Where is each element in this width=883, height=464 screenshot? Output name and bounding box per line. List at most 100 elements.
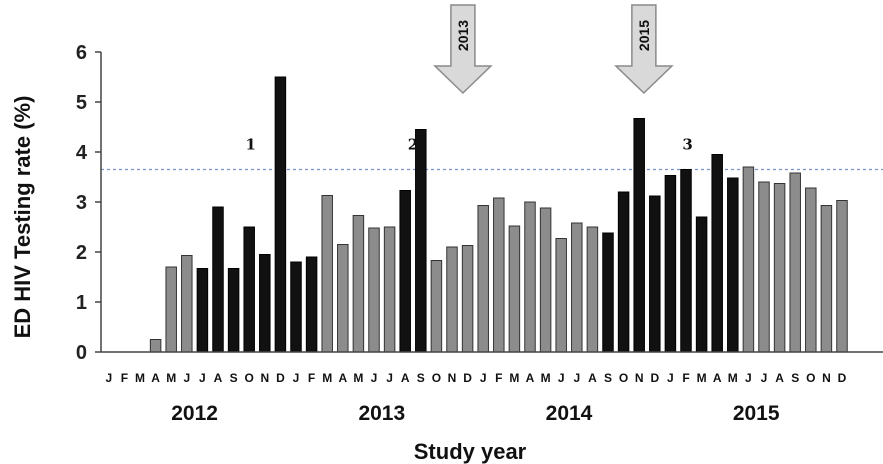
month-label: S bbox=[604, 371, 612, 385]
year-label: 2014 bbox=[546, 402, 593, 425]
month-label: A bbox=[214, 371, 223, 385]
month-label: M bbox=[728, 371, 738, 385]
y-tick-label: 4 bbox=[76, 142, 88, 164]
bar bbox=[430, 260, 443, 353]
month-label: F bbox=[121, 371, 128, 385]
month-label: A bbox=[588, 371, 597, 385]
phase-annotation: 3 bbox=[682, 136, 692, 154]
bar bbox=[742, 166, 755, 353]
month-label: J bbox=[105, 371, 112, 385]
bar bbox=[711, 154, 723, 353]
bar bbox=[805, 187, 817, 353]
bar bbox=[196, 268, 209, 353]
month-label: A bbox=[401, 371, 410, 385]
bar bbox=[664, 175, 677, 353]
bar bbox=[181, 255, 193, 353]
y-tick-label: 1 bbox=[76, 292, 87, 314]
bar bbox=[820, 205, 833, 353]
bar bbox=[586, 226, 599, 353]
bars bbox=[149, 76, 848, 353]
bar bbox=[571, 222, 583, 353]
month-label: A bbox=[338, 371, 347, 385]
bar bbox=[649, 195, 661, 353]
y-tick-label: 3 bbox=[76, 192, 87, 214]
month-label: M bbox=[353, 371, 363, 385]
month-label: J bbox=[573, 371, 580, 385]
bar bbox=[399, 190, 411, 353]
bar bbox=[493, 197, 505, 353]
month-label: O bbox=[245, 371, 254, 385]
year-label: 2015 bbox=[733, 402, 780, 425]
bar bbox=[337, 244, 349, 353]
bar bbox=[727, 177, 739, 353]
month-label: O bbox=[619, 371, 628, 385]
bar bbox=[165, 266, 177, 353]
month-label: M bbox=[135, 371, 145, 385]
bar bbox=[758, 181, 770, 353]
bar bbox=[368, 227, 380, 353]
bar bbox=[524, 201, 536, 353]
bar bbox=[243, 226, 255, 353]
month-label: N bbox=[260, 371, 269, 385]
bar bbox=[149, 339, 162, 353]
bar bbox=[259, 254, 271, 353]
bar bbox=[383, 226, 396, 353]
month-label: S bbox=[791, 371, 799, 385]
month-label: D bbox=[463, 371, 472, 385]
bar bbox=[290, 261, 302, 353]
bar bbox=[539, 207, 552, 353]
x-axis-title: Study year bbox=[414, 439, 527, 464]
month-label: J bbox=[293, 371, 300, 385]
month-label: O bbox=[806, 371, 815, 385]
y-ticks: 0 1 2 3 4 5 6 bbox=[76, 42, 101, 364]
y-tick-label: 0 bbox=[76, 342, 87, 364]
bar bbox=[695, 216, 708, 353]
month-label: N bbox=[635, 371, 644, 385]
bar bbox=[602, 232, 614, 353]
month-label: J bbox=[183, 371, 190, 385]
bar bbox=[212, 206, 224, 353]
arrow-2015 bbox=[614, 4, 674, 95]
policy-arrows: 2013 2015 bbox=[433, 4, 674, 95]
y-tick-label: 2 bbox=[76, 242, 87, 264]
month-label: D bbox=[276, 371, 285, 385]
month-label: J bbox=[199, 371, 206, 385]
arrow-label: 2015 bbox=[636, 20, 652, 51]
month-label: M bbox=[322, 371, 332, 385]
month-label: M bbox=[697, 371, 707, 385]
bar bbox=[305, 256, 318, 353]
month-label: A bbox=[151, 371, 160, 385]
month-label: F bbox=[308, 371, 315, 385]
bar bbox=[227, 268, 240, 353]
month-label: S bbox=[230, 371, 238, 385]
month-label: J bbox=[558, 371, 565, 385]
bar bbox=[836, 200, 848, 353]
month-label: A bbox=[775, 371, 784, 385]
arrow-label: 2013 bbox=[455, 20, 471, 51]
month-label: M bbox=[509, 371, 519, 385]
bar bbox=[633, 118, 645, 353]
month-label: N bbox=[822, 371, 831, 385]
month-label: J bbox=[480, 371, 487, 385]
month-label: S bbox=[417, 371, 425, 385]
month-label: F bbox=[495, 371, 502, 385]
year-label: 2013 bbox=[358, 402, 405, 425]
arrow-2013 bbox=[433, 4, 493, 95]
month-label: N bbox=[448, 371, 457, 385]
bar bbox=[477, 205, 489, 353]
bar bbox=[555, 238, 567, 353]
month-label: F bbox=[682, 371, 689, 385]
y-tick-label: 5 bbox=[76, 92, 87, 114]
month-label: O bbox=[432, 371, 441, 385]
bar bbox=[617, 191, 630, 353]
bar bbox=[352, 215, 365, 353]
month-label: D bbox=[838, 371, 847, 385]
month-label: M bbox=[166, 371, 176, 385]
bar bbox=[461, 245, 474, 353]
y-axis-title: ED HIV Testing rate (%) bbox=[10, 96, 35, 339]
bar bbox=[415, 129, 427, 353]
month-label: A bbox=[713, 371, 722, 385]
month-label: J bbox=[386, 371, 393, 385]
bar bbox=[446, 246, 458, 353]
